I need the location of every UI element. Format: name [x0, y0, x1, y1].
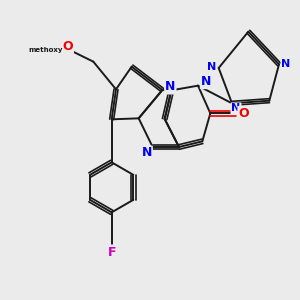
Text: N: N [207, 62, 216, 72]
Text: F: F [107, 245, 116, 259]
Text: O: O [238, 107, 249, 120]
Text: N: N [201, 75, 211, 88]
Text: methoxy: methoxy [28, 47, 63, 53]
Text: N: N [165, 80, 175, 94]
Text: N: N [142, 146, 152, 160]
Text: O: O [62, 40, 73, 52]
Text: N: N [281, 59, 291, 69]
Text: N: N [231, 103, 241, 113]
